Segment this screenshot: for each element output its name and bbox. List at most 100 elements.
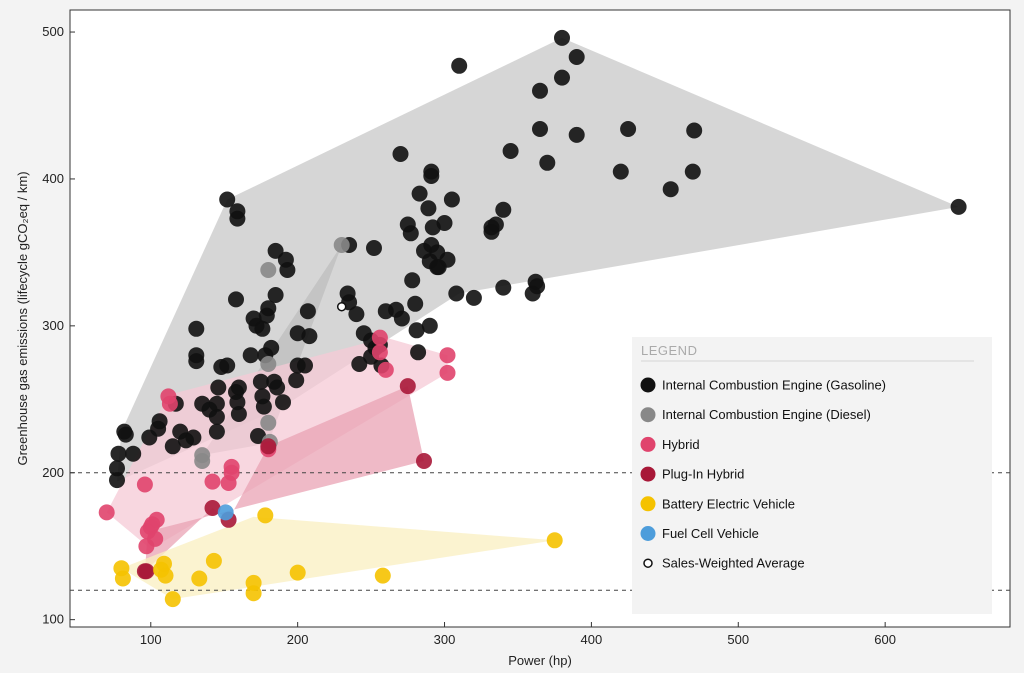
point-series-0-20 <box>208 408 225 425</box>
point-series-2-0 <box>98 504 115 521</box>
point-series-0-19 <box>208 423 225 440</box>
y-tick-label-0: 100 <box>42 612 64 627</box>
point-series-0-21 <box>208 395 225 412</box>
point-series-0-0 <box>109 472 125 489</box>
hull-series-4 <box>121 516 555 600</box>
point-series-0-2 <box>110 445 127 462</box>
point-series-0-24 <box>219 191 236 208</box>
legend-marker-6 <box>643 558 653 568</box>
point-series-0-30 <box>229 394 246 411</box>
point-series-0-43 <box>260 300 277 317</box>
point-series-4-1 <box>114 570 131 587</box>
point-series-0-25 <box>219 357 236 374</box>
point-series-0-13 <box>185 429 202 446</box>
point-series-0-22 <box>210 379 227 396</box>
point-series-0-9 <box>164 438 181 455</box>
hull-series-3 <box>144 386 424 572</box>
x-tick-label-2: 300 <box>434 632 456 647</box>
point-series-0-1 <box>109 460 125 477</box>
point-series-2-10 <box>204 473 221 490</box>
legend-label-5: Fuel Cell Vehicle <box>662 526 759 541</box>
point-series-0-103 <box>502 143 519 159</box>
point-series-4-9 <box>245 585 262 602</box>
point-series-0-44 <box>263 339 280 356</box>
point-series-0-72 <box>392 146 409 162</box>
point-series-2-9 <box>161 395 178 412</box>
legend-label-2: Hybrid <box>662 437 700 452</box>
point-series-1-1 <box>194 447 211 464</box>
point-series-0-47 <box>267 287 284 303</box>
point-series-0-87 <box>423 168 440 184</box>
point-series-0-116 <box>662 181 679 198</box>
y-tick-label-3: 400 <box>42 171 64 186</box>
axes: 100 200 300 400 500 600 100 200 300 400 500 <box>42 24 896 647</box>
point-series-4-13 <box>546 532 563 549</box>
legend-marker-1 <box>640 407 656 423</box>
point-series-0-102 <box>495 279 512 296</box>
point-series-2-19 <box>439 364 456 381</box>
point-series-4-12 <box>374 567 391 584</box>
legend-marker-5 <box>640 526 656 541</box>
point-series-0-117 <box>684 163 701 180</box>
point-series-0-73 <box>393 310 410 327</box>
point-series-2-7 <box>148 511 165 528</box>
legend-marker-0 <box>640 377 656 393</box>
x-axis-title: Power (hp) <box>508 653 572 668</box>
x-tick-label-1: 200 <box>287 632 309 647</box>
point-series-0-118 <box>686 122 703 139</box>
legend-label-3: Plug-In Hybrid <box>662 467 744 482</box>
point-series-4-4 <box>157 567 174 584</box>
point-series-0-107 <box>532 82 548 99</box>
point-series-4-6 <box>191 570 208 587</box>
point-series-5-0 <box>217 504 234 521</box>
point-series-0-62 <box>351 356 368 372</box>
point-series-0-96 <box>451 57 468 74</box>
point-series-2-6 <box>147 530 164 547</box>
point-series-0-32 <box>230 406 247 422</box>
x-tick-label-3: 400 <box>581 632 603 647</box>
point-series-3-6 <box>416 453 432 469</box>
legend-label-1: Internal Combustion Engine (Diesel) <box>662 407 871 422</box>
point-series-0-31 <box>230 379 247 396</box>
point-series-0-106 <box>529 278 546 295</box>
point-series-3-5 <box>399 378 416 395</box>
point-series-3-1 <box>138 563 155 580</box>
point-series-2-18 <box>439 347 456 364</box>
point-series-4-11 <box>289 564 306 581</box>
point-series-4-3 <box>156 555 172 572</box>
point-series-0-66 <box>366 240 382 256</box>
y-tick-label-4: 500 <box>42 24 64 39</box>
legend-label-6: Sales-Weighted Average <box>662 556 805 571</box>
point-series-0-101 <box>495 201 512 218</box>
legend-marker-4 <box>640 496 656 512</box>
point-series-4-5 <box>164 591 181 608</box>
y-tick-label-1: 200 <box>42 465 64 480</box>
point-series-0-52 <box>288 372 305 389</box>
point-series-0-29 <box>229 203 246 220</box>
point-series-0-26 <box>228 291 244 308</box>
point-series-3-2 <box>204 500 221 516</box>
point-series-0-39 <box>254 320 271 337</box>
point-series-0-76 <box>404 272 421 289</box>
point-series-0-94 <box>443 191 460 208</box>
legend-marker-2 <box>640 436 656 452</box>
point-series-0-115 <box>620 121 637 137</box>
point-series-0-84 <box>421 317 438 334</box>
point-series-0-57 <box>301 328 318 345</box>
data-points <box>98 29 967 608</box>
point-series-0-114 <box>612 163 629 180</box>
point-series-0-49 <box>275 394 291 411</box>
point-series-1-2 <box>260 262 277 278</box>
legend-label-0: Internal Combustion Engine (Gasoline) <box>662 378 886 393</box>
point-series-0-16 <box>188 353 205 370</box>
legend-items: Internal Combustion Engine (Gasoline) Int… <box>640 377 886 571</box>
point-series-4-10 <box>257 507 274 524</box>
point-series-0-108 <box>532 121 548 137</box>
legend: LEGEND Internal Combustion Engine (Gasol… <box>632 337 992 614</box>
point-series-1-4 <box>260 414 277 431</box>
point-series-0-95 <box>448 285 465 302</box>
point-series-1-6 <box>333 237 350 253</box>
x-tick-label-4: 500 <box>727 632 749 647</box>
point-series-0-75 <box>402 225 419 242</box>
